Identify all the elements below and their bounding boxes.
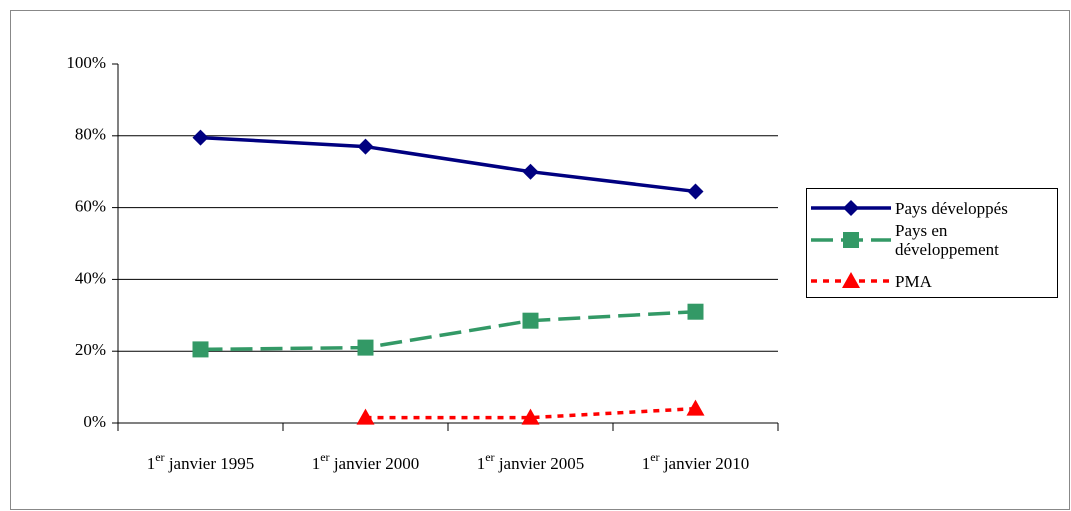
label-sup: er bbox=[485, 450, 494, 464]
marker bbox=[843, 232, 859, 248]
label-part: 1 bbox=[642, 454, 651, 473]
label-part: janvier 2005 bbox=[495, 454, 585, 473]
marker bbox=[842, 272, 860, 288]
legend-swatch bbox=[811, 200, 891, 216]
marker bbox=[357, 138, 374, 155]
label-part: 1 bbox=[312, 454, 321, 473]
label-part: janvier 2000 bbox=[330, 454, 420, 473]
label-part: janvier 2010 bbox=[660, 454, 750, 473]
label-part: 1 bbox=[147, 454, 156, 473]
y-tick-label: 20% bbox=[75, 340, 106, 359]
legend-item: Pays en développement bbox=[807, 221, 1055, 259]
label-sup: er bbox=[650, 450, 659, 464]
legend-swatch bbox=[811, 272, 891, 288]
x-tick-label: 1er janvier 2010 bbox=[642, 450, 750, 473]
marker bbox=[843, 200, 859, 216]
marker bbox=[687, 303, 704, 320]
legend-item: Pays développés bbox=[807, 196, 1055, 220]
marker bbox=[357, 339, 374, 356]
series-line bbox=[200, 135, 696, 194]
y-tick-label: 100% bbox=[66, 53, 106, 72]
marker bbox=[192, 129, 209, 146]
label-part: janvier 1995 bbox=[165, 454, 255, 473]
marker bbox=[192, 341, 209, 358]
y-tick-label: 0% bbox=[83, 412, 106, 431]
label-part: 1 bbox=[477, 454, 486, 473]
marker bbox=[522, 312, 539, 329]
y-tick-label: 60% bbox=[75, 197, 106, 216]
legend-swatch bbox=[811, 232, 891, 248]
series-line bbox=[200, 309, 696, 352]
legend-label: Pays développés bbox=[895, 198, 1008, 218]
marker bbox=[522, 163, 539, 180]
x-tick-label: 1er janvier 2005 bbox=[477, 450, 585, 473]
label-sup: er bbox=[320, 450, 329, 464]
legend-label: Pays en développement bbox=[895, 221, 999, 259]
marker bbox=[356, 408, 375, 425]
x-tick-label: 1er janvier 1995 bbox=[147, 450, 255, 473]
marker bbox=[686, 399, 705, 416]
y-tick-label: 80% bbox=[75, 125, 106, 144]
y-tick-label: 40% bbox=[75, 268, 106, 287]
legend-item: PMA bbox=[807, 269, 1055, 293]
label-sup: er bbox=[155, 450, 164, 464]
marker bbox=[521, 408, 540, 425]
marker bbox=[687, 183, 704, 200]
legend-label: PMA bbox=[895, 271, 932, 291]
x-tick-label: 1er janvier 2000 bbox=[312, 450, 420, 473]
legend: Pays développés Pays en développement PMA bbox=[806, 188, 1058, 298]
frame bbox=[10, 10, 1070, 510]
